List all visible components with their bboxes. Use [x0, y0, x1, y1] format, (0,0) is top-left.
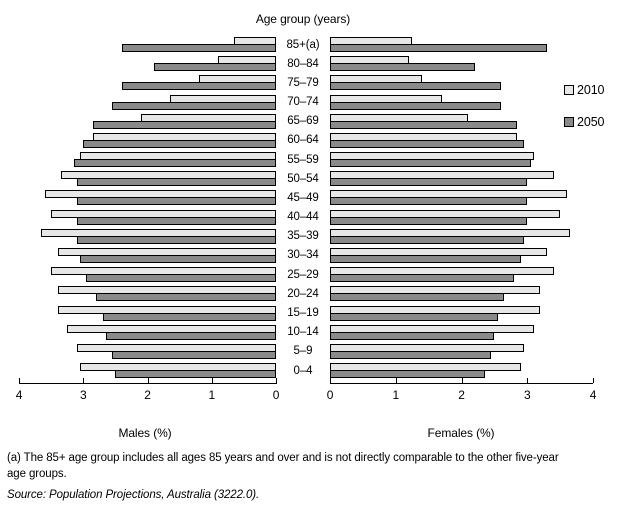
female-axis-tick-label: 0	[326, 388, 334, 402]
female-axis-tick-label: 1	[392, 388, 400, 402]
male-2050-bar	[153, 63, 276, 72]
legend-swatch-2050-icon	[564, 117, 574, 127]
male-2050-bar	[92, 120, 276, 129]
female-axis-tick	[461, 378, 463, 383]
legend: 2010 2050	[564, 83, 605, 148]
age-group-label: 60–64	[287, 134, 319, 147]
male-2050-bar	[102, 312, 276, 321]
male-2050-bar	[112, 350, 276, 359]
male-2050-bar	[121, 82, 276, 91]
age-group-label: 30–34	[287, 249, 319, 262]
female-2050-bar	[330, 331, 495, 340]
male-2050-bar	[105, 331, 276, 340]
age-group-label: 20–24	[287, 287, 319, 300]
male-axis-tick	[211, 378, 213, 383]
female-2050-bar	[330, 235, 524, 244]
male-axis-tick-label: 0	[272, 388, 280, 402]
female-axis-tick-label: 4	[589, 388, 597, 402]
age-group-label: 0–4	[293, 364, 313, 377]
legend-swatch-2010-icon	[564, 85, 574, 95]
female-2050-bar	[330, 274, 515, 283]
female-axis-caption: Females (%)	[427, 426, 495, 440]
age-group-label: 80–84	[287, 57, 319, 70]
age-group-label: 5–9	[293, 345, 313, 358]
male-2050-bar	[76, 235, 276, 244]
male-2050-bar	[115, 370, 276, 379]
female-axis-tick	[527, 378, 529, 383]
female-2050-bar	[330, 197, 528, 206]
female-2050-bar	[330, 216, 528, 225]
legend-label-2010: 2010	[577, 83, 605, 97]
male-2050-bar	[76, 216, 276, 225]
male-2050-bar	[96, 293, 276, 302]
female-2050-bar	[330, 63, 475, 72]
male-axis-tick	[147, 378, 149, 383]
male-axis-line	[19, 383, 277, 384]
chart-title: Age group (years)	[255, 12, 351, 26]
age-group-label: 50–54	[287, 172, 319, 185]
female-2050-bar	[330, 350, 492, 359]
age-group-label: 75–79	[287, 76, 319, 89]
age-group-label: 35–39	[287, 230, 319, 243]
female-2050-bar	[330, 370, 485, 379]
female-2050-bar	[330, 44, 547, 52]
female-2050-bar	[330, 159, 531, 168]
age-group-label: 55–59	[287, 153, 319, 166]
male-2050-bar	[76, 178, 276, 187]
male-2050-bar	[76, 197, 276, 206]
male-axis-caption: Males (%)	[118, 426, 172, 440]
female-axis-tick	[593, 378, 594, 383]
male-axis-tick	[19, 378, 20, 383]
footnote-line-1: (a) The 85+ age group includes all ages …	[7, 452, 559, 464]
female-2050-bar	[330, 312, 498, 321]
female-2050-bar	[330, 120, 518, 129]
male-axis-tick	[83, 378, 85, 383]
female-axis-tick	[395, 378, 397, 383]
legend-item-2050: 2050	[564, 115, 605, 129]
male-axis-tick	[276, 378, 277, 383]
male-2050-bar	[73, 159, 276, 168]
age-group-label: 70–74	[287, 96, 319, 109]
male-2050-bar	[112, 101, 276, 110]
female-axis-line	[330, 383, 593, 384]
female-2050-bar	[330, 178, 528, 187]
legend-label-2050: 2050	[577, 115, 605, 129]
source-note: Source: Population Projections, Australi…	[7, 489, 260, 501]
female-axis-tick-label: 3	[523, 388, 531, 402]
male-axis-tick-label: 2	[144, 388, 151, 402]
male-2050-bar	[80, 254, 276, 263]
female-2050-bar	[330, 293, 505, 302]
age-group-label: 65–69	[287, 115, 319, 128]
male-axis-tick-label: 4	[15, 388, 23, 402]
female-2050-bar	[330, 254, 521, 263]
female-2050-bar	[330, 101, 501, 110]
male-2050-bar	[83, 139, 276, 148]
female-axis-tick	[330, 378, 331, 383]
age-group-label: 40–44	[287, 211, 319, 224]
age-group-label: 10–14	[287, 326, 319, 339]
age-group-label: 45–49	[287, 191, 319, 204]
male-2050-bar	[121, 44, 276, 52]
age-group-label: 25–29	[287, 268, 319, 281]
female-axis-tick-label: 2	[458, 388, 465, 402]
male-axis-tick-label: 1	[208, 388, 216, 402]
female-2050-bar	[330, 82, 501, 91]
male-2050-bar	[86, 274, 276, 283]
age-group-label: 15–19	[287, 307, 319, 320]
female-2050-bar	[330, 139, 524, 148]
age-group-label: 85+(a)	[286, 38, 320, 51]
male-axis-tick-label: 3	[79, 388, 87, 402]
legend-item-2010: 2010	[564, 83, 605, 97]
footnote-line-2: age groups.	[7, 468, 67, 480]
